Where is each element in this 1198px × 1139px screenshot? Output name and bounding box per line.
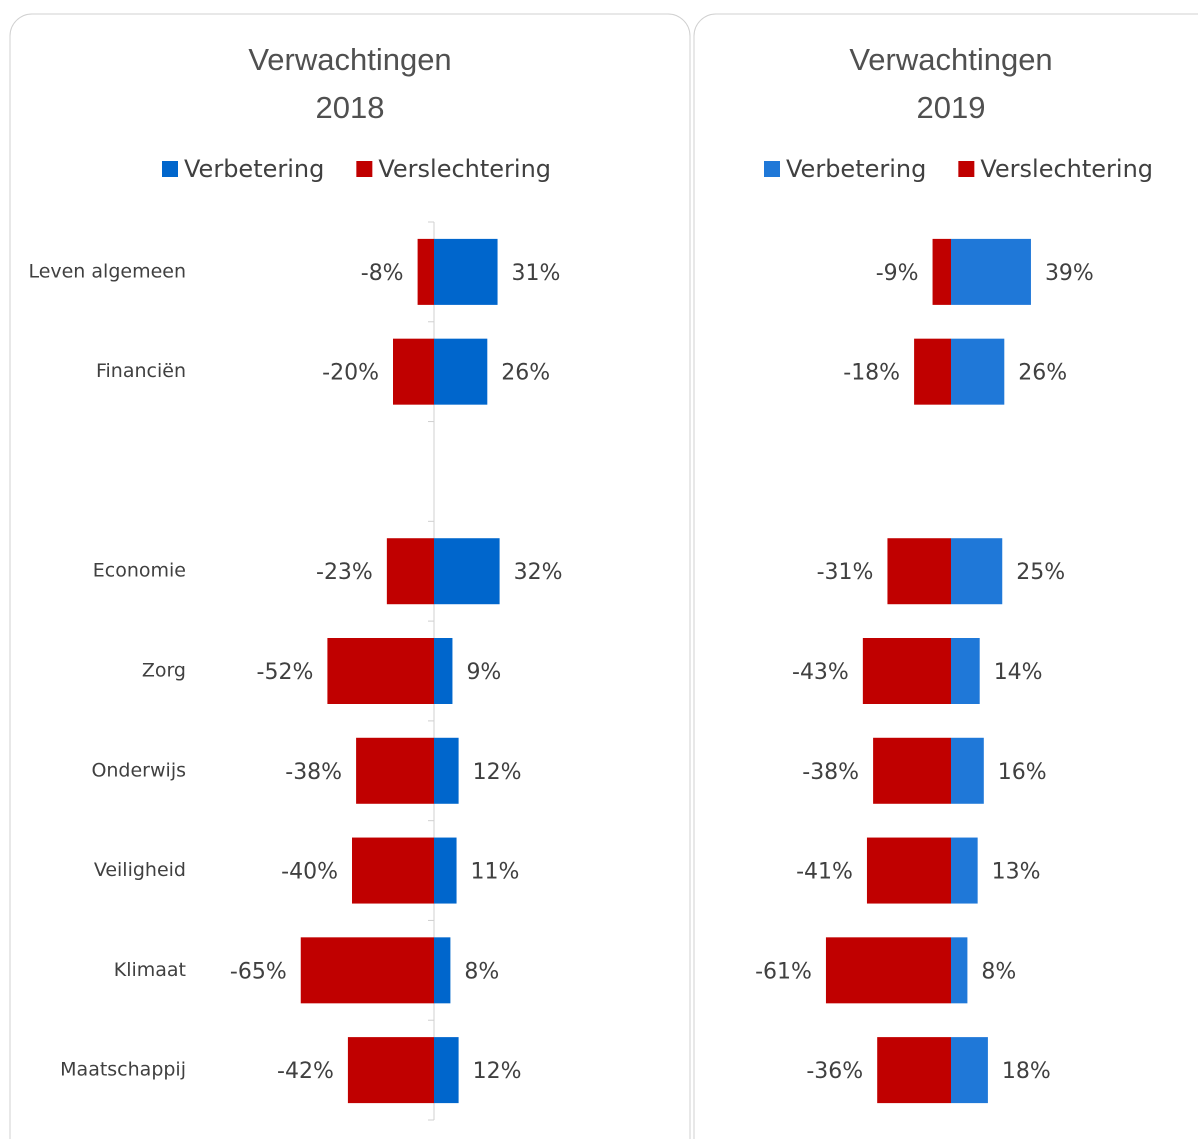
legend-swatch [162, 161, 178, 177]
legend-label: Verslechtering [378, 155, 551, 183]
category-label: Maatschappij [60, 1059, 186, 1081]
category-label: Zorg [142, 660, 186, 682]
data-label: -42% [277, 1059, 334, 1084]
bar [951, 638, 980, 704]
bar [877, 1037, 951, 1104]
data-label: -43% [792, 660, 849, 685]
bar [434, 338, 488, 405]
legend-swatch [958, 161, 975, 177]
data-label: -8% [361, 261, 404, 286]
bar [862, 638, 951, 704]
chart-title: Verwachtingen 2018 [248, 42, 452, 125]
category-label: Veiligheid [94, 859, 186, 881]
data-label: -40% [281, 860, 338, 885]
data-label: -41% [796, 860, 853, 885]
bar [932, 238, 951, 305]
category-label: Economie [93, 560, 186, 582]
data-label: 8% [464, 959, 499, 984]
bar [300, 937, 434, 1004]
bar [951, 338, 1005, 405]
panel [9, 13, 691, 1139]
bar [825, 937, 951, 1004]
bar [887, 538, 951, 605]
data-label: 12% [473, 760, 522, 785]
data-label: 32% [514, 560, 563, 585]
bar [434, 1037, 459, 1104]
data-label: -31% [817, 560, 874, 585]
chart-title: Verwachtingen 2019 [849, 42, 1053, 125]
bar [434, 937, 451, 1004]
data-label: -65% [230, 959, 287, 984]
legend-swatch [356, 161, 373, 177]
bar [417, 238, 434, 305]
data-label: -9% [876, 261, 919, 286]
bar [951, 1037, 988, 1104]
data-label: 12% [473, 1059, 522, 1084]
data-label: -36% [806, 1059, 863, 1084]
data-label: 14% [994, 660, 1043, 685]
category-label: Financiën [96, 360, 186, 382]
bar [951, 837, 978, 904]
data-label: -38% [285, 760, 342, 785]
panel [693, 13, 1198, 1139]
bar [393, 338, 434, 405]
data-label: 18% [1002, 1059, 1051, 1084]
bar [434, 737, 459, 804]
data-label: 26% [501, 361, 550, 386]
bar [951, 238, 1031, 305]
bar [951, 737, 984, 804]
data-label: -23% [316, 560, 373, 585]
bar [352, 837, 434, 904]
bar [386, 538, 434, 605]
bar [356, 737, 434, 804]
bar [434, 638, 453, 704]
category-label: Leven algemeen [28, 260, 186, 282]
data-label: 26% [1018, 361, 1067, 386]
data-label: -61% [755, 959, 812, 984]
bar [327, 638, 434, 704]
data-label: 25% [1016, 560, 1065, 585]
category-label: Klimaat [114, 959, 186, 981]
data-label: 31% [512, 261, 561, 286]
data-label: 13% [992, 860, 1041, 885]
legend-label: Verbetering [184, 155, 324, 183]
data-label: 16% [998, 760, 1047, 785]
bar [434, 538, 500, 605]
legend-label: Verbetering [786, 155, 926, 183]
bar [951, 937, 968, 1004]
data-label: -38% [802, 760, 859, 785]
bar [434, 238, 498, 305]
bar [951, 538, 1003, 605]
data-label: -18% [843, 361, 900, 386]
data-label: -52% [257, 660, 314, 685]
category-label: Onderwijs [91, 759, 186, 781]
legend-label: Verslechtering [980, 155, 1153, 183]
bar [347, 1037, 434, 1104]
bar [873, 737, 951, 804]
data-label: 9% [466, 660, 501, 685]
bar [434, 837, 457, 904]
data-label: 39% [1045, 261, 1094, 286]
data-label: -20% [322, 361, 379, 386]
legend-swatch [764, 161, 780, 177]
data-label: 8% [981, 959, 1016, 984]
bar [866, 837, 951, 904]
bar [914, 338, 951, 405]
data-label: 11% [471, 860, 520, 885]
